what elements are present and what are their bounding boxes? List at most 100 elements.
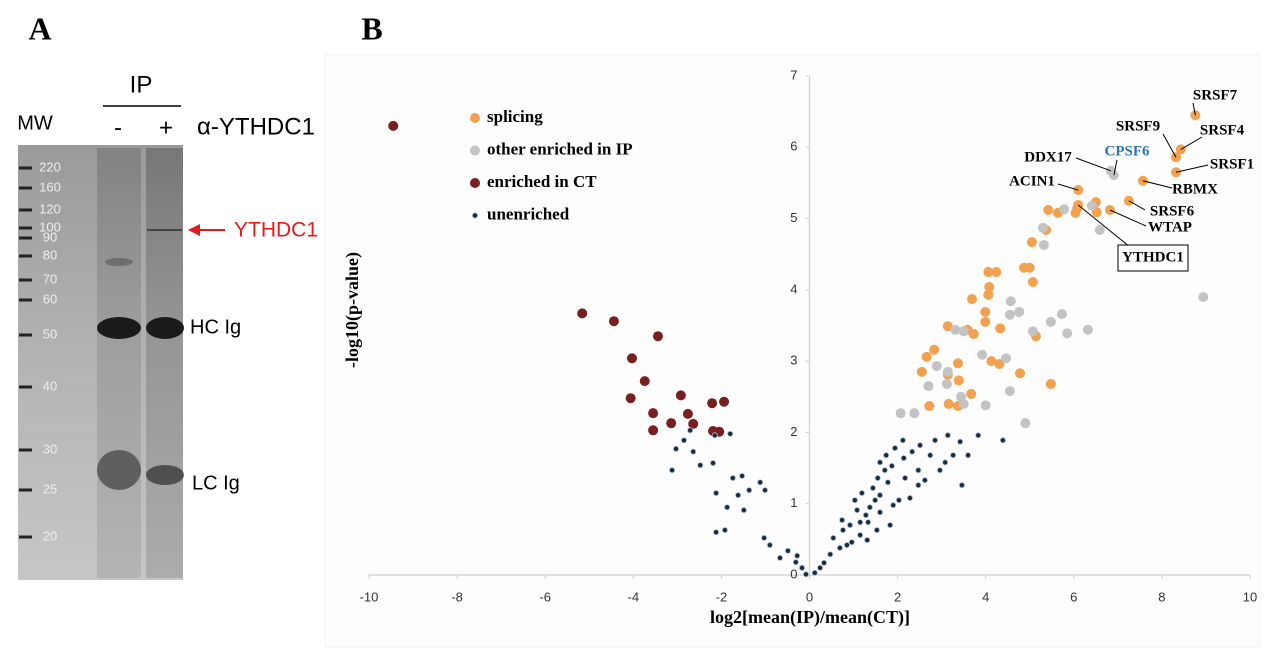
data-point	[1020, 418, 1031, 429]
data-point	[830, 534, 837, 541]
data-point	[757, 479, 764, 486]
legend-marker	[471, 212, 478, 219]
data-point	[958, 482, 965, 489]
data-point	[1082, 324, 1093, 335]
data-point	[839, 527, 846, 534]
data-point	[1027, 326, 1038, 337]
data-point	[980, 306, 991, 317]
data-point	[697, 462, 704, 469]
data-point	[917, 442, 924, 449]
gel-lane	[97, 148, 141, 578]
data-point	[735, 492, 742, 499]
data-point	[827, 551, 834, 558]
x-tick-label: 10	[1243, 589, 1257, 604]
data-point	[799, 564, 806, 571]
legend-marker	[470, 113, 480, 123]
data-point	[980, 316, 991, 327]
data-point	[1014, 306, 1025, 317]
data-point	[851, 497, 858, 504]
data-point	[921, 477, 928, 484]
data-point	[958, 398, 969, 409]
mw-marker-label: 20	[43, 528, 57, 543]
annotation-label: SRSF9	[1116, 118, 1160, 134]
data-point	[724, 504, 731, 511]
target-label: YTHDC1	[234, 219, 318, 242]
panel-label: B	[361, 10, 382, 46]
legend-label: splicing	[487, 107, 543, 126]
data-point	[792, 559, 799, 566]
x-tick-label: 0	[806, 589, 813, 604]
data-point	[639, 376, 650, 387]
mw-marker-label: 220	[39, 159, 61, 174]
annotation-label: SRSF6	[1150, 203, 1195, 219]
data-point	[968, 329, 979, 340]
data-point	[727, 430, 734, 437]
y-tick-label: 7	[790, 67, 797, 82]
data-point	[1056, 309, 1067, 320]
data-point	[761, 534, 768, 541]
data-point	[1004, 309, 1015, 320]
data-point	[864, 537, 871, 544]
data-point	[872, 497, 879, 504]
ip-label: IP	[130, 71, 153, 98]
data-point	[915, 467, 922, 474]
data-point	[836, 544, 843, 551]
data-point	[719, 396, 730, 407]
data-point	[802, 571, 809, 578]
annotation-leader	[1162, 133, 1177, 158]
data-point	[608, 316, 619, 327]
data-point	[794, 552, 801, 559]
data-point	[916, 366, 927, 377]
data-point	[941, 378, 952, 389]
band-label: LC Ig	[192, 472, 240, 494]
data-point	[942, 366, 953, 377]
y-tick-label: 1	[790, 495, 797, 510]
data-point	[999, 437, 1006, 444]
data-point	[857, 532, 864, 539]
legend-label: enriched in CT	[487, 172, 597, 191]
data-point	[952, 358, 963, 369]
data-point	[895, 408, 906, 419]
data-point	[821, 559, 828, 566]
data-point	[909, 408, 920, 419]
data-point	[1043, 205, 1054, 216]
data-point	[776, 554, 783, 561]
gel-band	[97, 450, 141, 490]
mw-marker-label: 120	[39, 201, 61, 216]
annotation-leader	[1128, 200, 1146, 211]
data-point	[1000, 353, 1011, 364]
data-point	[891, 445, 898, 452]
data-point	[950, 324, 961, 335]
lane-label: +	[159, 114, 173, 141]
mw-marker-label: 100	[39, 219, 61, 234]
y-tick-label: 5	[790, 210, 797, 225]
data-point	[915, 482, 922, 489]
data-point	[1059, 204, 1070, 215]
data-point	[977, 349, 988, 360]
data-point	[625, 393, 636, 404]
data-point	[953, 375, 964, 386]
data-point	[680, 437, 687, 444]
volcano-plot: -10 -8 -6 -4 -2 0 2 4 6 8 10 0 1 2 3 4 5 6 7 log2[mean(IP)/…	[342, 67, 1257, 628]
data-point	[648, 408, 659, 419]
data-point	[927, 452, 934, 459]
data-point	[1015, 368, 1026, 379]
data-point	[848, 539, 855, 546]
annotation-leader	[1057, 183, 1079, 191]
data-point	[862, 512, 869, 519]
data-point	[746, 487, 753, 494]
data-point	[577, 308, 588, 319]
data-point	[902, 475, 909, 482]
gel-band	[146, 317, 184, 339]
y-tick-label: 6	[790, 139, 797, 154]
data-point	[876, 509, 883, 516]
data-point	[967, 294, 978, 305]
x-tick-label: 4	[982, 589, 989, 604]
gel-band	[146, 465, 184, 485]
annotation-leader	[1180, 136, 1203, 150]
mw-marker-label: 30	[43, 441, 57, 456]
y-tick-label: 2	[790, 424, 797, 439]
data-point	[669, 467, 676, 474]
mw-marker-label: 40	[43, 378, 57, 393]
